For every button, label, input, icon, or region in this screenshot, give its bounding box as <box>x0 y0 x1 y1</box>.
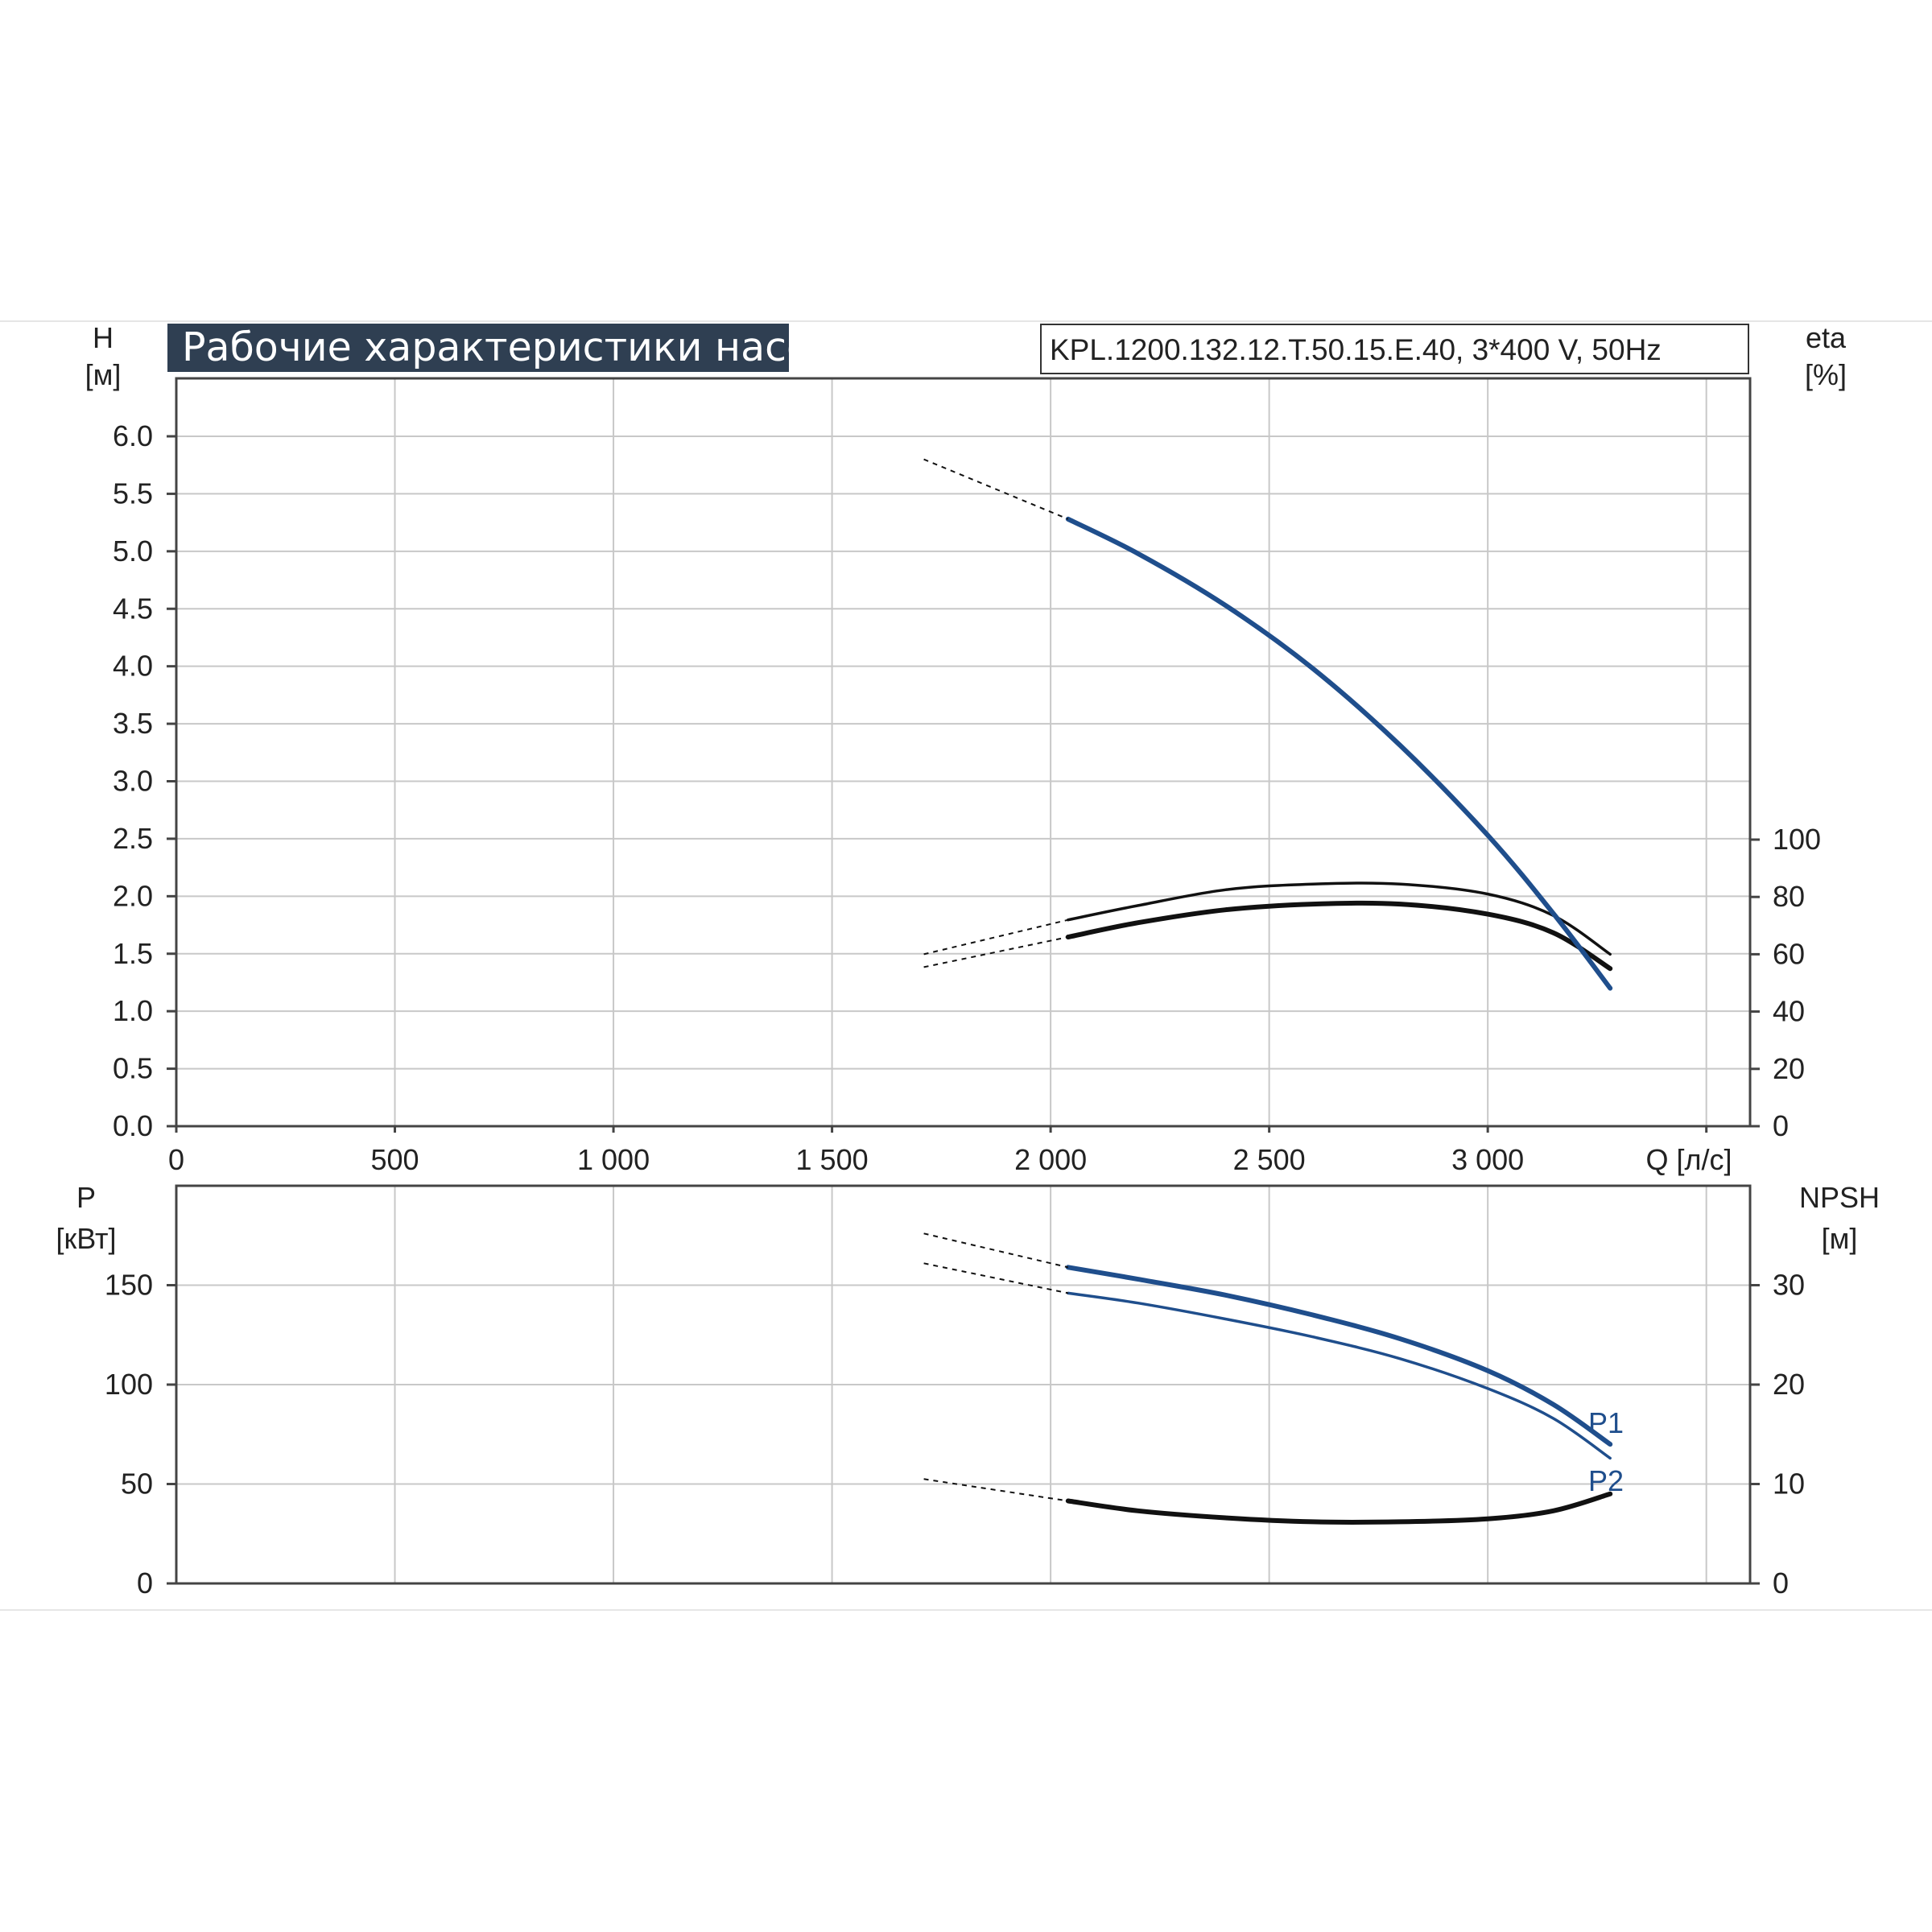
p-tick-label: 0 <box>137 1567 153 1600</box>
y-tick-label: 6.0 <box>113 419 153 452</box>
head-series-0-extrapolation <box>923 458 1069 520</box>
series-label-p2: P2 <box>1588 1464 1624 1497</box>
y2-axis-label-eta: eta <box>1806 321 1847 354</box>
top-grid <box>175 378 1750 1127</box>
y-tick-label: 0.0 <box>113 1109 153 1142</box>
y2-tick-label: 60 <box>1773 937 1805 970</box>
p-tick-label: 150 <box>105 1269 153 1302</box>
y2-tick-label: 100 <box>1773 823 1821 856</box>
top-tick-labels: 0 500 1 000 1 500 2 000 2 500 3 000 0.0 0.5 1.0 1.… <box>113 419 1821 1176</box>
efficiency-series-2-extrapolation <box>923 936 1069 968</box>
head-efficiency-plot: 0 500 1 000 1 500 2 000 2 500 3 000 0.0 0.5 1.0 1.… <box>85 321 1847 1176</box>
efficiency-series-2 <box>1065 900 1613 972</box>
chart-title: Рабочие характеристики насоса <box>182 324 857 370</box>
y-tick-label: 1.0 <box>113 994 153 1027</box>
efficiency-series-1-extrapolation <box>923 919 1069 956</box>
x-tick-label: 2 000 <box>1014 1143 1087 1176</box>
y-tick-label: 1.5 <box>113 937 153 970</box>
npsh-series-2 <box>1065 1491 1613 1525</box>
y-tick-label: 4.5 <box>113 592 153 625</box>
y2-axis-label-npsh: NPSH <box>1799 1181 1880 1214</box>
y2-axis-unit-eta: [%] <box>1805 358 1847 391</box>
power-series-1 <box>1067 1291 1612 1460</box>
y2-tick-label: 80 <box>1773 880 1805 913</box>
y-tick-label: 5.0 <box>113 535 153 568</box>
power-npsh-plot: 0 50 100 150 0 10 20 30 P [кВт] NPSH [м] P1 P2 <box>56 1181 1880 1600</box>
y-tick-label: 0.5 <box>113 1052 153 1085</box>
y-axis-label-p: P <box>76 1181 96 1214</box>
y-tick-label: 2.0 <box>113 879 153 912</box>
npsh-tick-label: 10 <box>1773 1468 1805 1501</box>
top-curves <box>923 458 1613 991</box>
x-tick-label: 1 500 <box>796 1143 869 1176</box>
chart-title-box <box>167 324 789 372</box>
y-tick-label: 5.5 <box>113 477 153 510</box>
power-series-0-extrapolation <box>923 1232 1069 1269</box>
series-label-p1: P1 <box>1588 1406 1624 1439</box>
npsh-tick-label: 30 <box>1773 1269 1805 1302</box>
y2-axis-unit-npsh: [м] <box>1822 1222 1858 1255</box>
y-tick-label: 4.0 <box>113 650 153 683</box>
chart-subtitle: KPL.1200.132.12.T.50.15.E.40, 3*400 V, 5… <box>1050 333 1662 366</box>
top-plot-border <box>175 377 1752 1128</box>
chart-subtitle-box <box>1040 324 1749 374</box>
bottom-tick-labels: 0 50 100 150 0 10 20 30 <box>105 1269 1805 1600</box>
power-series-1-extrapolation <box>923 1262 1069 1294</box>
y-tick-label: 2.5 <box>113 822 153 855</box>
y-tick-label: 3.5 <box>113 707 153 740</box>
x-axis-label-q: Q [л/с] <box>1645 1143 1732 1176</box>
power-series-0 <box>1065 1265 1613 1447</box>
y-axis-label-h: H <box>93 321 114 354</box>
npsh-tick-label: 0 <box>1773 1567 1789 1600</box>
y2-tick-label: 40 <box>1773 995 1805 1028</box>
x-tick-label: 2 500 <box>1233 1143 1306 1176</box>
y2-tick-label: 20 <box>1773 1052 1805 1085</box>
efficiency-series-1 <box>1067 881 1612 956</box>
npsh-series-2-extrapolation <box>923 1478 1068 1502</box>
p-tick-label: 100 <box>105 1368 153 1401</box>
y-axis-unit-h: [м] <box>85 358 122 391</box>
y-tick-label: 3.0 <box>113 765 153 798</box>
p-tick-label: 50 <box>121 1468 153 1501</box>
y-axis-unit-p: [кВт] <box>56 1222 116 1255</box>
x-tick-label: 3 000 <box>1451 1143 1524 1176</box>
x-tick-label: 0 <box>168 1143 184 1176</box>
x-tick-label: 500 <box>370 1143 419 1176</box>
y2-tick-label: 0 <box>1773 1109 1789 1142</box>
npsh-tick-label: 20 <box>1773 1368 1805 1401</box>
head-series-0 <box>1065 516 1613 991</box>
x-tick-label: 1 000 <box>577 1143 650 1176</box>
bottom-curves <box>923 1232 1613 1525</box>
